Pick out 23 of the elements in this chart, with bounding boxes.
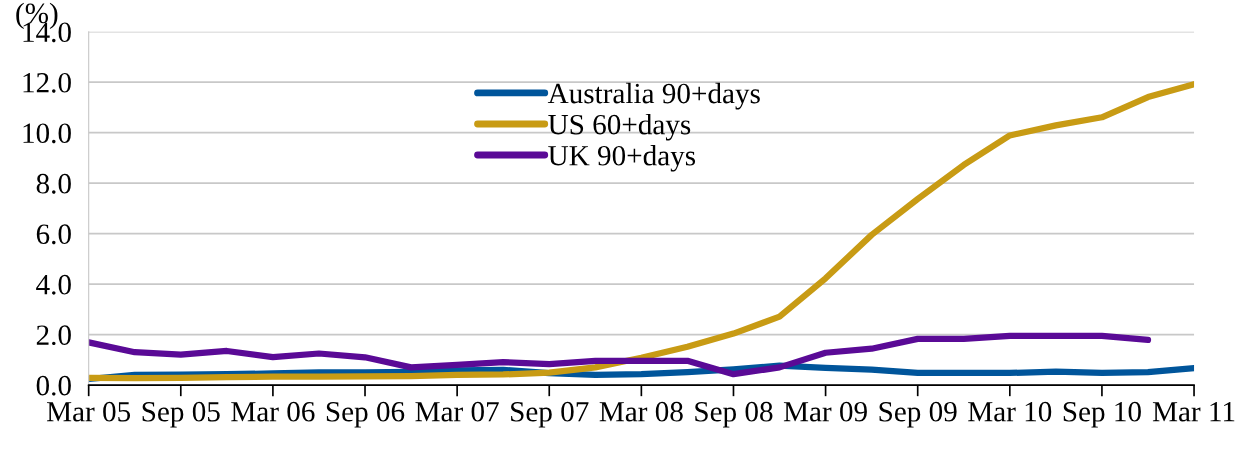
x-tick-label: Sep 08 xyxy=(695,401,773,428)
x-tick-label: Mar 06 xyxy=(231,401,315,422)
x-tick-label: Mar 10 xyxy=(968,401,1052,422)
y-tick-label: 0.0 xyxy=(36,375,71,396)
legend-label: US 60+days xyxy=(548,113,691,141)
x-tick-label: Mar 09 xyxy=(783,401,867,422)
x-tick-label: Sep 10 xyxy=(1063,401,1141,428)
x-tick-label: Mar 07 xyxy=(415,401,499,422)
x-tick-label: Sep 09 xyxy=(879,401,957,428)
x-tick-label: Sep 05 xyxy=(142,401,220,428)
y-tick-label: 10.0 xyxy=(23,123,71,144)
x-tick-label: Mar 08 xyxy=(599,401,683,422)
y-tick-label: 12.0 xyxy=(23,72,71,93)
y-tick-label: 4.0 xyxy=(36,274,71,295)
y-tick-label: 2.0 xyxy=(36,325,71,346)
y-tick-label: 8.0 xyxy=(36,173,71,194)
x-tick-label: Sep 06 xyxy=(326,401,405,428)
y-tick-label: 6.0 xyxy=(36,224,71,245)
legend-label: Australia 90+days xyxy=(547,82,760,110)
x-tick-label: Mar 05 xyxy=(46,401,131,422)
x-tick-label: Sep 07 xyxy=(511,401,589,428)
x-tick-label: Mar 11 xyxy=(1152,402,1235,422)
legend-label: UK 90+days xyxy=(548,145,696,172)
